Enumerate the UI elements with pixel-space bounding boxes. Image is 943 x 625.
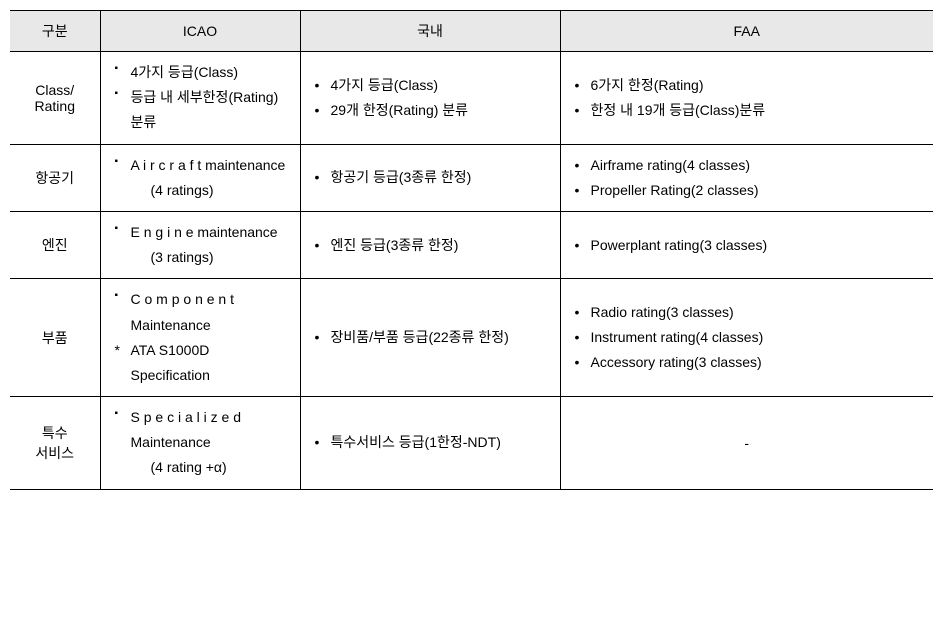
cell-faa: 6가지 한정(Rating)한정 내 19개 등급(Class)분류: [560, 52, 933, 145]
list-item: A i r c r a f t maintenance: [111, 153, 290, 178]
cell-domestic: 특수서비스 등급(1한정-NDT): [300, 397, 560, 490]
header-faa: FAA: [560, 11, 933, 52]
cell-domestic: 항공기 등급(3종류 한정): [300, 144, 560, 211]
cell-domestic: 엔진 등급(3종류 한정): [300, 211, 560, 278]
list-item: (4 ratings): [111, 178, 290, 203]
cell-list: E n g i n e maintenance(3 ratings): [111, 220, 290, 270]
cell-list: Airframe rating(4 classes)Propeller Rati…: [571, 153, 924, 203]
cell-icao: 4가지 등급(Class)등급 내 세부한정(Rating) 분류: [100, 52, 300, 145]
row-label: Class/Rating: [10, 52, 100, 145]
list-item: Powerplant rating(3 classes): [571, 233, 924, 258]
cell-faa: Powerplant rating(3 classes): [560, 211, 933, 278]
list-item: 엔진 등급(3종류 한정): [311, 233, 550, 258]
table-row: 엔진E n g i n e maintenance(3 ratings)엔진 등…: [10, 211, 933, 278]
list-item: Propeller Rating(2 classes): [571, 178, 924, 203]
cell-list: S p e c i a l i z e d Maintenance(4 rati…: [111, 405, 290, 481]
row-label: 엔진: [10, 211, 100, 278]
list-item: 한정 내 19개 등급(Class)분류: [571, 98, 924, 123]
row-label: 항공기: [10, 144, 100, 211]
list-item: Instrument rating(4 classes): [571, 325, 924, 350]
cell-domestic: 장비품/부품 등급(22종류 한정): [300, 279, 560, 397]
dash-placeholder: -: [571, 435, 924, 451]
table-row: 항공기A i r c r a f t maintenance(4 ratings…: [10, 144, 933, 211]
list-item: 장비품/부품 등급(22종류 한정): [311, 325, 550, 350]
list-item: 항공기 등급(3종류 한정): [311, 165, 550, 190]
list-item: (4 rating +α): [111, 455, 290, 480]
cell-list: 장비품/부품 등급(22종류 한정): [311, 325, 550, 350]
list-item: C o m p o n e n t Maintenance: [111, 287, 290, 337]
cell-list: 4가지 등급(Class)29개 한정(Rating) 분류: [311, 73, 550, 123]
cell-faa: Airframe rating(4 classes)Propeller Rati…: [560, 144, 933, 211]
list-item: 4가지 등급(Class): [111, 60, 290, 85]
list-item: 6가지 한정(Rating): [571, 73, 924, 98]
list-item: 4가지 등급(Class): [311, 73, 550, 98]
list-item: ATA S1000D Specification: [111, 338, 290, 388]
list-item: Accessory rating(3 classes): [571, 350, 924, 375]
cell-list: 항공기 등급(3종류 한정): [311, 165, 550, 190]
cell-icao: A i r c r a f t maintenance(4 ratings): [100, 144, 300, 211]
comparison-table: 구분 ICAO 국내 FAA Class/Rating4가지 등급(Class)…: [10, 10, 933, 490]
row-label: 부품: [10, 279, 100, 397]
header-domestic: 국내: [300, 11, 560, 52]
cell-list: 특수서비스 등급(1한정-NDT): [311, 430, 550, 455]
list-item: 등급 내 세부한정(Rating) 분류: [111, 85, 290, 135]
table-row: 부품C o m p o n e n t MaintenanceATA S1000…: [10, 279, 933, 397]
cell-list: A i r c r a f t maintenance(4 ratings): [111, 153, 290, 203]
cell-list: 엔진 등급(3종류 한정): [311, 233, 550, 258]
cell-list: 4가지 등급(Class)등급 내 세부한정(Rating) 분류: [111, 60, 290, 136]
row-label: 특수서비스: [10, 397, 100, 490]
cell-domestic: 4가지 등급(Class)29개 한정(Rating) 분류: [300, 52, 560, 145]
table-row: Class/Rating4가지 등급(Class)등급 내 세부한정(Ratin…: [10, 52, 933, 145]
cell-list: Powerplant rating(3 classes): [571, 233, 924, 258]
list-item: (3 ratings): [111, 245, 290, 270]
list-item: 29개 한정(Rating) 분류: [311, 98, 550, 123]
cell-icao: C o m p o n e n t MaintenanceATA S1000D …: [100, 279, 300, 397]
table-body: Class/Rating4가지 등급(Class)등급 내 세부한정(Ratin…: [10, 52, 933, 490]
cell-faa: -: [560, 397, 933, 490]
list-item: Radio rating(3 classes): [571, 300, 924, 325]
cell-list: Radio rating(3 classes)Instrument rating…: [571, 300, 924, 376]
header-category: 구분: [10, 11, 100, 52]
list-item: 특수서비스 등급(1한정-NDT): [311, 430, 550, 455]
cell-faa: Radio rating(3 classes)Instrument rating…: [560, 279, 933, 397]
cell-list: 6가지 한정(Rating)한정 내 19개 등급(Class)분류: [571, 73, 924, 123]
cell-icao: S p e c i a l i z e d Maintenance(4 rati…: [100, 397, 300, 490]
list-item: Airframe rating(4 classes): [571, 153, 924, 178]
list-item: S p e c i a l i z e d Maintenance: [111, 405, 290, 455]
header-icao: ICAO: [100, 11, 300, 52]
table-row: 특수서비스S p e c i a l i z e d Maintenance(4…: [10, 397, 933, 490]
cell-list: C o m p o n e n t MaintenanceATA S1000D …: [111, 287, 290, 388]
cell-icao: E n g i n e maintenance(3 ratings): [100, 211, 300, 278]
list-item: E n g i n e maintenance: [111, 220, 290, 245]
table-header-row: 구분 ICAO 국내 FAA: [10, 11, 933, 52]
